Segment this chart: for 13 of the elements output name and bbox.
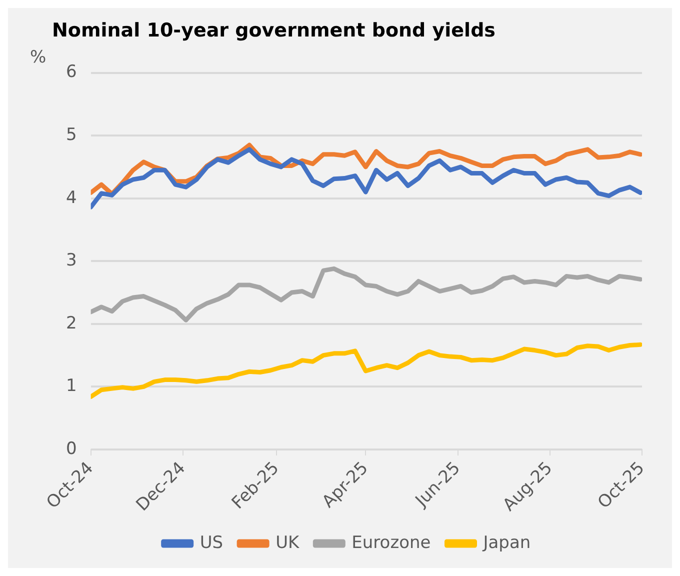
legend-label: Japan [482,532,531,553]
y-tick-label: 4 [66,188,77,208]
y-tick-label: 5 [66,125,77,145]
y-tick-label: 1 [66,376,77,396]
legend-label: UK [276,532,300,553]
y-tick-label: 2 [66,313,77,334]
y-axis-title: % [30,48,46,68]
y-tick-label: 3 [66,250,77,271]
chart-title: Nominal 10-year government bond yields [52,19,496,42]
legend-label: US [200,532,224,553]
legend-label: Eurozone [352,532,431,553]
y-tick-label: 6 [66,62,77,82]
y-tick-label: 0 [66,438,77,459]
